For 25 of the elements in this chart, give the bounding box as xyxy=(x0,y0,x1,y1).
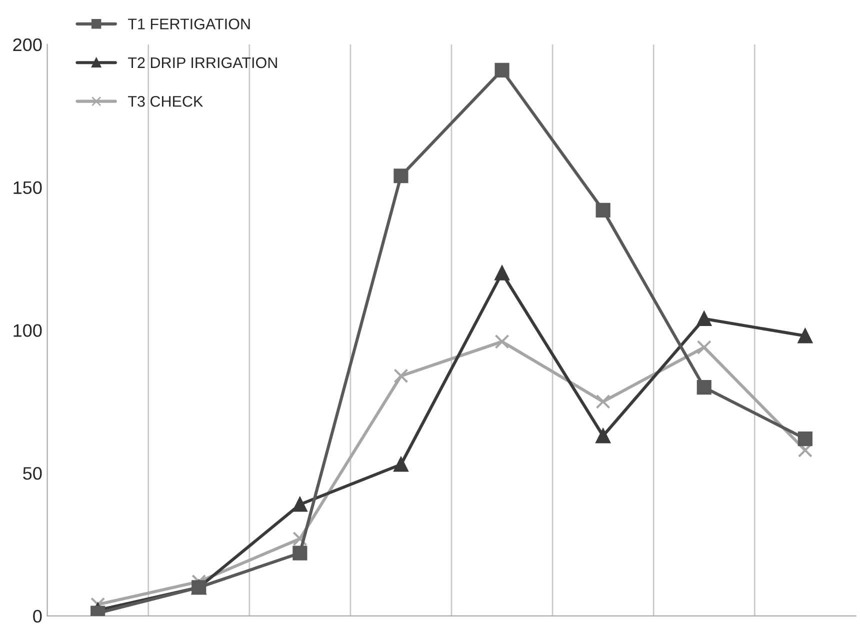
y-tick-label: 100 xyxy=(14,324,42,337)
point xyxy=(292,497,308,512)
legend-label: T2 DRIP IRRIGATION xyxy=(128,57,277,68)
point xyxy=(596,394,610,409)
point xyxy=(798,431,812,446)
y-tick-label: 50 xyxy=(23,467,42,480)
point xyxy=(596,202,610,218)
point xyxy=(494,266,510,280)
y-tick-label: 200 xyxy=(13,38,42,52)
legend-label: T3 CHECK xyxy=(128,96,204,107)
y-tick-label: 150 xyxy=(14,181,42,194)
point xyxy=(696,311,712,326)
point xyxy=(696,380,712,395)
point xyxy=(494,334,510,349)
point xyxy=(292,546,308,560)
point xyxy=(696,340,712,355)
point xyxy=(292,532,308,546)
point xyxy=(798,328,812,344)
point xyxy=(394,168,408,184)
point xyxy=(596,428,610,444)
legend-label: T1 FERTIGATION xyxy=(128,18,250,30)
point xyxy=(494,62,510,78)
point xyxy=(394,457,408,472)
y-tick-label: 0 xyxy=(33,610,42,623)
point xyxy=(394,368,408,384)
